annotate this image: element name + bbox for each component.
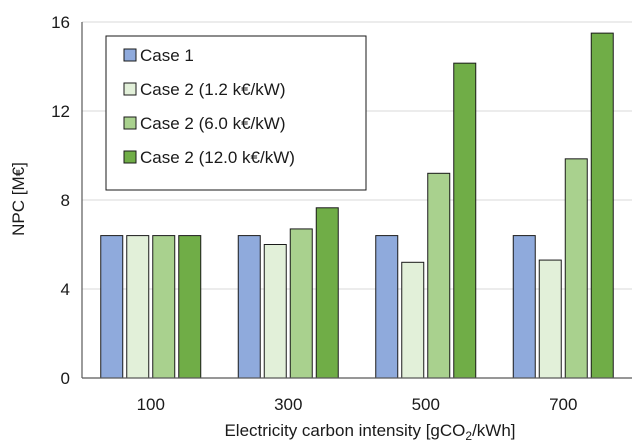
bars bbox=[100, 32, 614, 379]
y-tick-label: 16 bbox=[51, 13, 70, 32]
y-tick-label: 12 bbox=[51, 102, 70, 121]
bar-s2-100 bbox=[126, 235, 150, 379]
axes bbox=[81, 22, 632, 379]
y-tick-label: 8 bbox=[61, 191, 70, 210]
bar-s4-500 bbox=[453, 62, 477, 379]
legend-swatch-3 bbox=[123, 116, 137, 130]
x-tick-label: 300 bbox=[274, 395, 302, 414]
legend-label-1: Case 1 bbox=[140, 46, 194, 65]
bar-s4-700 bbox=[590, 32, 614, 379]
bar-s3-500 bbox=[427, 172, 451, 379]
bar-s3-100 bbox=[152, 235, 176, 379]
legend: Case 1 Case 2 (1.2 k€/kW) Case 2 (6.0 k€/k… bbox=[105, 35, 367, 191]
legend-swatch-1 bbox=[123, 48, 137, 62]
bar-s3-700 bbox=[564, 158, 588, 379]
bar-s3-300 bbox=[289, 228, 313, 379]
x-axis-title-subscript: 2 bbox=[465, 429, 472, 441]
x-tick-label: 100 bbox=[137, 395, 165, 414]
x-axis-title-tail: /kWh] bbox=[472, 421, 515, 440]
y-tick-label: 0 bbox=[61, 369, 70, 388]
bar-s2-300 bbox=[263, 244, 287, 379]
x-axis-title: Electricity carbon intensity [gCO2/kWh] bbox=[224, 421, 515, 441]
x-tick-labels: 100 300 500 700 bbox=[137, 395, 578, 414]
bar-s1-100 bbox=[100, 235, 124, 379]
x-axis-title-main: Electricity carbon intensity [gCO bbox=[224, 421, 465, 440]
bar-s4-300 bbox=[315, 207, 339, 379]
x-tick-label: 700 bbox=[549, 395, 577, 414]
bar-s1-700 bbox=[512, 235, 536, 379]
legend-label-3: Case 2 (6.0 k€/kW) bbox=[140, 114, 286, 133]
legend-box bbox=[105, 35, 367, 191]
legend-label-4: Case 2 (12.0 k€/kW) bbox=[140, 148, 295, 167]
bar-s1-500 bbox=[375, 235, 399, 379]
x-tick-label: 500 bbox=[412, 395, 440, 414]
y-tick-label: 4 bbox=[61, 280, 70, 299]
bar-s1-300 bbox=[237, 235, 261, 379]
legend-label-2: Case 2 (1.2 k€/kW) bbox=[140, 80, 286, 99]
y-tick-labels: 0 4 8 12 16 bbox=[51, 13, 70, 388]
legend-swatch-2 bbox=[123, 82, 137, 96]
bar-s2-700 bbox=[538, 259, 562, 379]
y-axis-title: NPC [M€] bbox=[9, 162, 28, 236]
bar-s2-500 bbox=[401, 261, 425, 379]
legend-swatch-4 bbox=[123, 150, 137, 164]
bar-s4-100 bbox=[178, 235, 202, 379]
